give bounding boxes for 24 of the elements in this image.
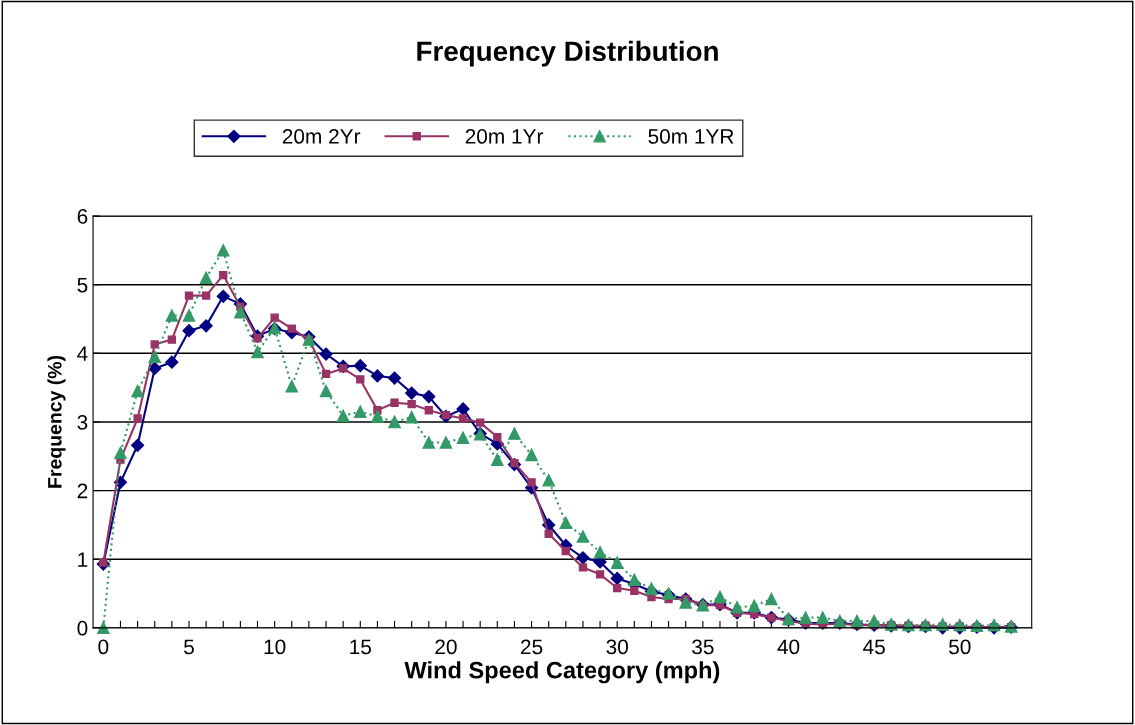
y-axis-title: Frequency (%) xyxy=(47,355,66,488)
y-tick-label: 3 xyxy=(77,414,88,430)
y-tick-label: 4 xyxy=(77,346,88,361)
x-tick-label: 0 xyxy=(98,639,109,655)
x-tick-label: 50 xyxy=(949,639,971,655)
x-tick-label: 25 xyxy=(521,639,543,655)
x-axis-title: Wind Speed Category (mph) xyxy=(404,661,720,684)
y-tick-label: 0 xyxy=(77,620,88,636)
legend-label: 50m 1YR xyxy=(648,129,734,144)
x-tick-label: 45 xyxy=(863,639,885,655)
x-tick-label: 20 xyxy=(435,639,457,655)
y-tick-label: 1 xyxy=(78,552,88,567)
x-tick-label: 10 xyxy=(264,639,286,655)
legend-label: 20m 2Yr xyxy=(282,129,361,144)
x-tick-label: 15 xyxy=(350,639,371,655)
x-tick-label: 5 xyxy=(184,639,194,655)
y-tick-label: 6 xyxy=(77,209,88,224)
legend-label: 20m 1Yr xyxy=(465,129,544,144)
y-tick-label: 2 xyxy=(77,483,88,499)
x-tick-label: 35 xyxy=(692,639,714,655)
y-tick-label: 5 xyxy=(77,277,88,293)
x-tick-label: 40 xyxy=(777,639,800,655)
x-tick-label: 30 xyxy=(606,639,628,655)
chart-title: Frequency Distribution xyxy=(417,40,718,67)
